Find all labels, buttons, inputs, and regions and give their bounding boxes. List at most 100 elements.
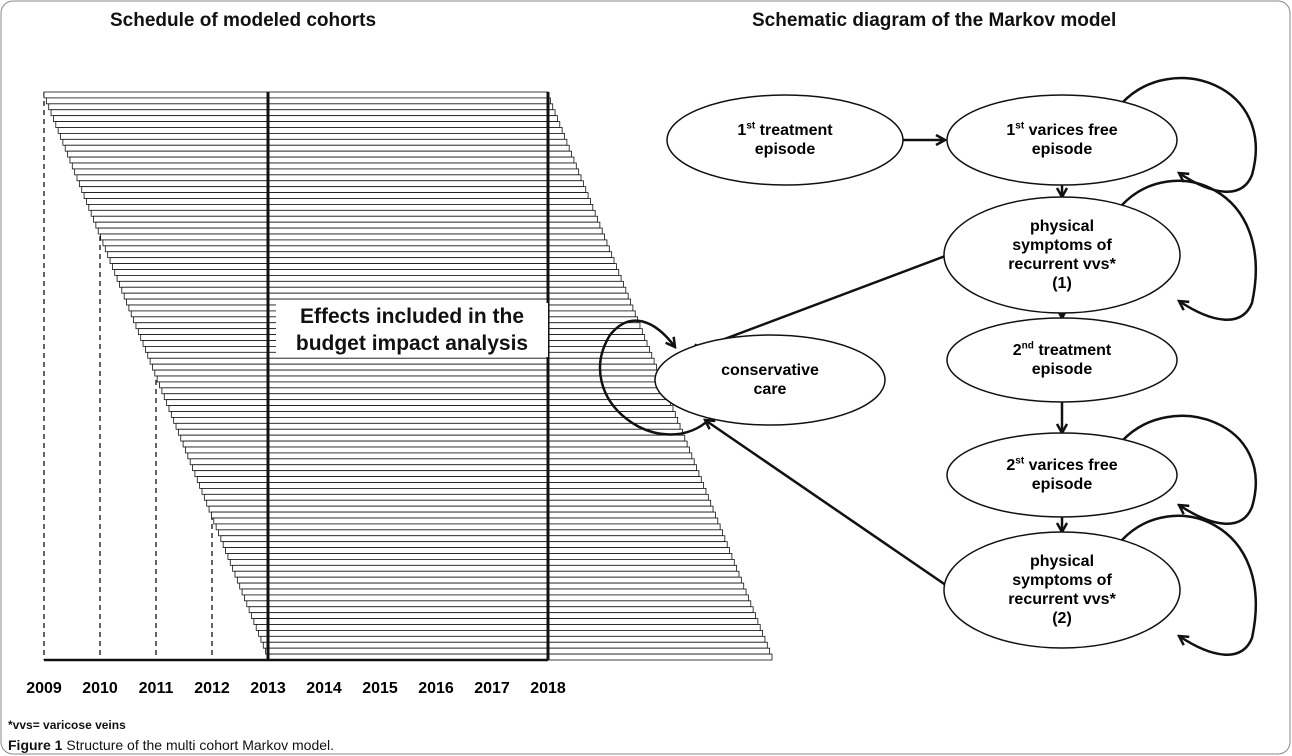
cohort-bar bbox=[97, 227, 603, 235]
cohort-bar bbox=[74, 168, 580, 176]
state-node bbox=[943, 531, 1181, 649]
cohort-bar bbox=[161, 387, 667, 395]
cohort-bar bbox=[48, 103, 554, 111]
cohort-bar bbox=[199, 482, 705, 489]
cohort-bar bbox=[185, 446, 690, 454]
text: 1 bbox=[1006, 122, 1016, 139]
state-node bbox=[943, 196, 1181, 314]
cohort-bar bbox=[78, 180, 584, 188]
cohort-bar bbox=[196, 476, 702, 483]
arrow bbox=[690, 253, 949, 352]
caption: Figure 1 Structure of the multi cohort M… bbox=[8, 737, 334, 753]
cohort-bar bbox=[218, 529, 723, 537]
text: treatment bbox=[755, 122, 833, 139]
cohort-bar bbox=[241, 588, 747, 596]
superscript: st bbox=[1015, 120, 1025, 132]
cohort-bar bbox=[123, 292, 629, 300]
node-label-line: episode bbox=[947, 360, 1177, 379]
superscript: nd bbox=[1021, 340, 1034, 352]
arrow bbox=[705, 420, 954, 592]
year-label: 2011 bbox=[138, 680, 174, 697]
text: physical bbox=[1029, 553, 1095, 570]
cohort-bar bbox=[95, 221, 601, 229]
node-label: 1st varices free episode bbox=[947, 95, 1177, 185]
cohort-bar bbox=[69, 156, 575, 164]
cohort-bar bbox=[154, 369, 660, 377]
self-loop bbox=[1121, 179, 1258, 321]
node-label-line: symptoms of bbox=[944, 236, 1180, 255]
text: 2 bbox=[1006, 457, 1016, 474]
node-label-line: 1st treatment bbox=[667, 121, 903, 140]
node-label-line: episode bbox=[667, 140, 903, 159]
state-node bbox=[946, 432, 1178, 518]
node-label-line: 2st varices free bbox=[947, 456, 1177, 475]
node-label-line: episode bbox=[947, 475, 1177, 494]
self-loop bbox=[1121, 414, 1257, 525]
year-label: 2018 bbox=[530, 680, 566, 697]
text: care bbox=[753, 381, 787, 398]
cohort-bar bbox=[93, 215, 598, 223]
node-label: 2st varices free episode bbox=[947, 433, 1177, 517]
node-label-line: symptoms of bbox=[944, 571, 1180, 590]
node-label-line: recurrent vvs* bbox=[944, 255, 1180, 274]
cohort-bar bbox=[258, 630, 763, 637]
text: varices free bbox=[1024, 122, 1118, 139]
text: symptoms of bbox=[1012, 572, 1112, 589]
cohort-bar bbox=[64, 144, 570, 152]
node-label-line: 2nd treatment bbox=[947, 341, 1177, 360]
state-node bbox=[946, 317, 1178, 403]
node-label-line: care bbox=[655, 380, 885, 399]
cohort-bar bbox=[253, 618, 759, 625]
cohort-bar bbox=[265, 647, 771, 655]
cohort-bar bbox=[170, 411, 676, 418]
cohort-bar bbox=[50, 109, 556, 117]
node-label-line: (1) bbox=[944, 274, 1180, 293]
annotation: Effects included in the budget impact ana… bbox=[276, 303, 548, 357]
cohort-bar bbox=[213, 517, 719, 525]
cohort-bar bbox=[251, 612, 756, 619]
cohort-bar bbox=[45, 97, 551, 105]
cohort-bar bbox=[163, 393, 669, 401]
year-label: 2015 bbox=[362, 680, 398, 697]
cohort-bar bbox=[168, 405, 674, 412]
cohort-bar bbox=[236, 576, 742, 584]
cohort-bar bbox=[232, 564, 738, 572]
cohort-bar bbox=[116, 275, 622, 282]
cohort-bar bbox=[152, 363, 657, 371]
self-loop bbox=[598, 319, 711, 436]
caption-text: Structure of the multi cohort Markov mod… bbox=[66, 737, 335, 753]
cohort-bar bbox=[114, 269, 620, 276]
cohort-bar bbox=[260, 635, 766, 643]
year-label: 2013 bbox=[250, 680, 286, 697]
cohort-bar bbox=[121, 286, 627, 294]
cohort-bar bbox=[182, 440, 688, 448]
cohort-bar bbox=[67, 150, 572, 158]
cohort-bar bbox=[111, 263, 617, 270]
cohort-bar bbox=[194, 470, 700, 477]
text: (1) bbox=[1052, 275, 1072, 292]
cohort-bar bbox=[173, 417, 679, 424]
year-label: 2016 bbox=[418, 680, 454, 697]
year-label: 2014 bbox=[306, 680, 342, 697]
footnote: *vvs= varicose veins bbox=[8, 718, 126, 732]
text: recurrent vvs* bbox=[1008, 591, 1116, 608]
cohort-bar bbox=[76, 174, 582, 182]
text: varices free bbox=[1024, 457, 1118, 474]
text: physical bbox=[1029, 218, 1095, 235]
cohort-bar bbox=[62, 138, 568, 146]
cohort-bar bbox=[189, 458, 695, 466]
cohort-bar bbox=[60, 133, 565, 140]
cohort-bar bbox=[43, 91, 549, 99]
cohort-bar bbox=[180, 434, 686, 442]
cohort-bar bbox=[86, 198, 591, 205]
cohort-bar bbox=[187, 452, 693, 460]
text: conservative bbox=[721, 362, 819, 379]
cohort-bar bbox=[208, 505, 714, 513]
node-label-line: physical bbox=[944, 552, 1180, 571]
node-label: physical symptoms of recurrent vvs* (1) bbox=[944, 197, 1180, 313]
cohort-bar bbox=[246, 600, 752, 608]
cohort-bar bbox=[57, 127, 563, 134]
cohort-bar bbox=[239, 582, 745, 590]
state-node bbox=[666, 94, 904, 186]
